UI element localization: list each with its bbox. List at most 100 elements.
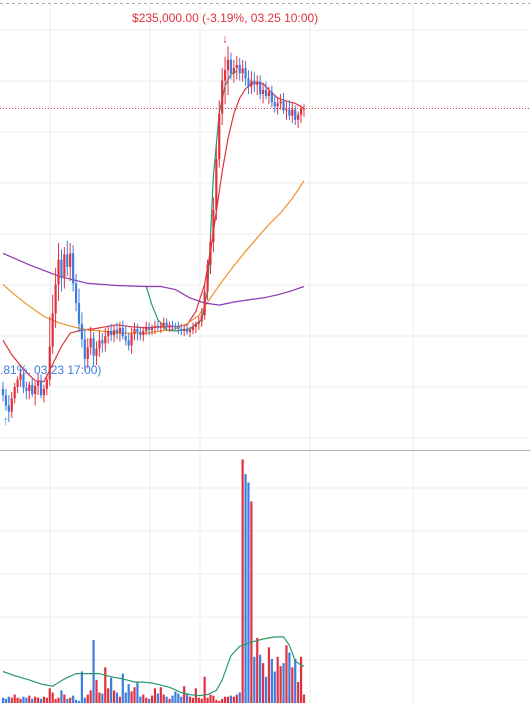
volume-bar (180, 696, 183, 703)
volume-bar (34, 696, 37, 703)
volume-bar (112, 690, 116, 703)
candle-body (136, 328, 139, 333)
volume-bar (285, 645, 288, 703)
volume-bar (183, 686, 186, 703)
ma-line-purple (2, 252, 305, 306)
grid-lines (0, 5, 530, 703)
candle-body (256, 81, 259, 85)
candle-body (118, 327, 121, 334)
volume-bar (95, 679, 98, 703)
candle-body (291, 109, 294, 116)
candle-body (197, 321, 200, 324)
candle-body (48, 346, 51, 380)
volume-bar (174, 691, 177, 703)
volume-bar (48, 688, 51, 703)
volume-bar (110, 677, 113, 703)
volume-bar (223, 696, 227, 703)
volume-bar (54, 698, 57, 703)
candle-body (150, 327, 154, 330)
candle-body (127, 340, 130, 346)
candle-body (133, 328, 136, 335)
candle-body (145, 326, 148, 331)
candle-body (177, 326, 180, 329)
candle-body (221, 80, 224, 114)
candle-body (261, 89, 265, 94)
candle-body (194, 323, 197, 327)
candle-body (174, 325, 177, 327)
candle-body (34, 385, 37, 395)
volume-bar (101, 693, 104, 703)
volume-bar (145, 697, 148, 703)
volume-bar (162, 694, 165, 703)
candle-body (153, 325, 157, 328)
candle-body (66, 254, 69, 267)
candle-body (232, 68, 235, 74)
volume-bar (72, 695, 75, 703)
volume-bar (7, 696, 10, 703)
candle-body (110, 330, 113, 336)
candle-body (162, 322, 165, 326)
candle-body (235, 65, 238, 69)
volume-bar (42, 696, 46, 703)
high-arrow-icon: ↓ (222, 31, 228, 45)
candle-body (270, 91, 273, 103)
volume-bar (299, 656, 303, 703)
volume-bar (60, 690, 63, 703)
candle-body (98, 340, 101, 349)
high-price-label: $235,000.00 (-3.19%, 03.25 10:00) (132, 11, 318, 25)
candle-body (209, 241, 212, 265)
candle-body (95, 348, 98, 356)
candle-body (115, 329, 119, 334)
volume-bar (200, 698, 203, 703)
volume-bar (115, 692, 119, 703)
volume-bar (10, 697, 13, 703)
candle-body (10, 398, 13, 412)
candle-body (212, 209, 215, 242)
candlestick-series (1, 46, 306, 423)
candle-body (77, 303, 81, 324)
volume-bar (1, 697, 5, 703)
candle-body (247, 78, 250, 87)
volume-bar (235, 694, 238, 703)
candle-body (264, 89, 268, 97)
volume-bar (259, 654, 262, 703)
volume-bar (121, 673, 124, 703)
volume-bar (226, 696, 230, 703)
volume-bar (19, 698, 22, 703)
candle-body (124, 336, 127, 341)
volume-bar (270, 658, 273, 703)
volume-bar (127, 684, 130, 703)
candle-body (72, 253, 75, 284)
candle-body (101, 340, 104, 344)
volume-bars (1, 459, 306, 703)
volume-bar (92, 640, 95, 703)
candle-body (285, 109, 288, 111)
volume-bar (139, 696, 142, 703)
candle-body (171, 324, 174, 326)
candle-body (69, 253, 72, 267)
volume-bar (267, 647, 271, 703)
volume-bar (232, 696, 235, 703)
volume-bar (74, 699, 78, 703)
candle-body (244, 68, 247, 79)
volume-bar (279, 666, 282, 703)
candle-body (226, 59, 230, 71)
volume-bar (159, 687, 162, 703)
volume-bar (57, 697, 60, 703)
volume-bar (124, 692, 127, 703)
candle-body (229, 59, 233, 74)
candle-body (121, 327, 124, 337)
candle-body (215, 159, 218, 210)
volume-bar (264, 676, 268, 703)
candle-body (241, 68, 244, 74)
volume-bar (36, 697, 40, 703)
candle-body (51, 313, 54, 347)
candle-body (57, 259, 60, 285)
candle-body (282, 101, 285, 111)
volume-bar (165, 696, 168, 703)
candle-body (28, 384, 31, 392)
candle-body (92, 338, 95, 356)
candle-body (80, 323, 84, 340)
volume-bar (302, 694, 306, 703)
